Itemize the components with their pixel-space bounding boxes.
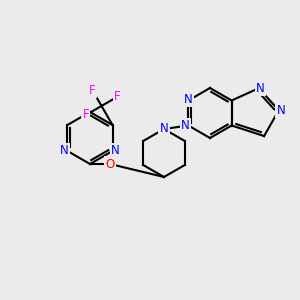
Text: N: N (184, 93, 193, 106)
Text: N: N (181, 119, 190, 132)
Text: N: N (111, 145, 120, 158)
Text: F: F (114, 90, 120, 104)
Text: N: N (276, 104, 285, 117)
Text: F: F (82, 108, 89, 122)
Text: N: N (60, 145, 69, 158)
Text: N: N (160, 122, 168, 134)
Text: F: F (89, 84, 96, 97)
Text: N: N (256, 82, 265, 95)
Text: O: O (105, 158, 115, 170)
